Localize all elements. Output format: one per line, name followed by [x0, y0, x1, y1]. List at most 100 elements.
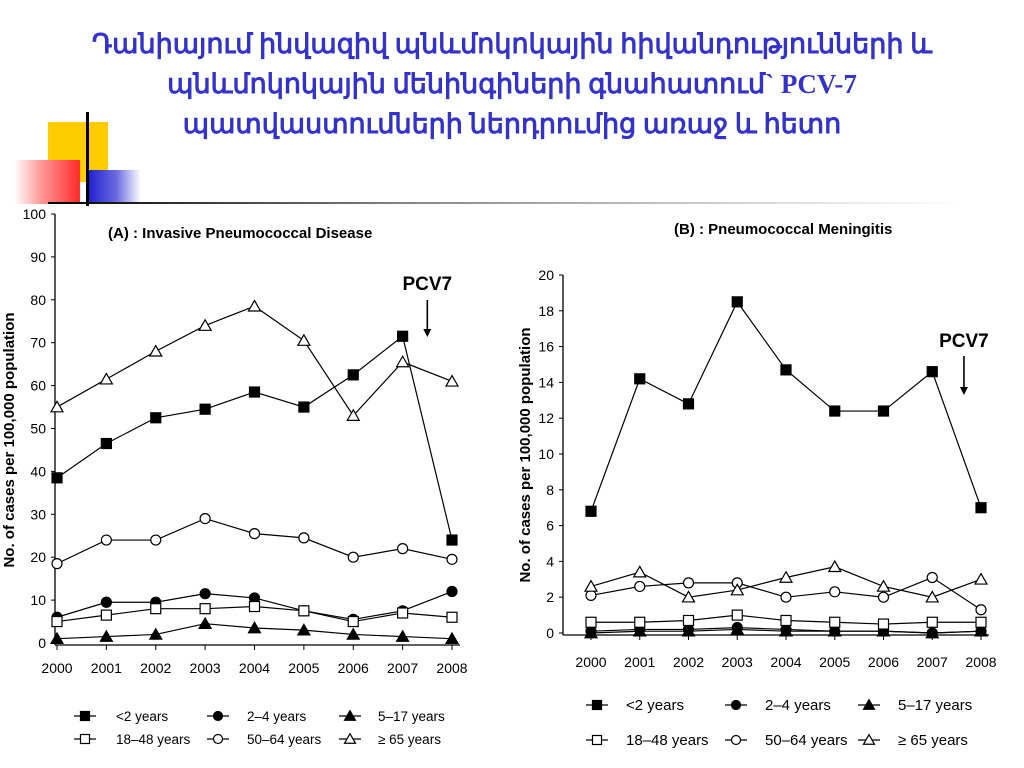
- data-point: [346, 627, 361, 640]
- data-point: [780, 591, 792, 603]
- data-point: [298, 605, 310, 617]
- data-point: [778, 570, 794, 583]
- data-point: [877, 618, 890, 630]
- data-point: [51, 472, 63, 484]
- slide-title: Դանիայում ինվազիվ պնևմոկոկային հիվանդութ…: [20, 24, 1004, 144]
- data-point: [298, 532, 310, 544]
- data-point: [876, 579, 891, 592]
- series-line: [56, 305, 453, 417]
- y-tick-label: 30: [30, 506, 46, 522]
- decor-red-square: [14, 160, 80, 204]
- x-tick-label: 2000: [41, 660, 72, 676]
- data-point: [347, 551, 359, 563]
- data-point: [248, 528, 261, 540]
- data-point: [247, 299, 262, 312]
- data-point: [199, 403, 211, 415]
- x-tick-label: 2003: [722, 654, 753, 670]
- legend-label: 2–4 years: [765, 697, 831, 714]
- pcv7-arrow-head: [959, 387, 968, 395]
- x-tick-label: 2006: [868, 654, 899, 670]
- x-tick-label: 2008: [436, 660, 467, 676]
- data-point: [100, 437, 112, 450]
- data-point: [634, 580, 646, 593]
- data-point: [296, 333, 311, 346]
- legend-marker: [730, 699, 742, 711]
- y-tick-label: 4: [546, 553, 554, 569]
- data-point: [51, 615, 63, 628]
- data-point: [444, 374, 460, 387]
- data-point: [583, 626, 599, 639]
- y-tick-label: 20: [538, 267, 554, 283]
- x-tick-label: 2005: [288, 660, 319, 676]
- data-point: [397, 543, 409, 555]
- legend-label: 5–17 years: [378, 709, 445, 724]
- series-4: [51, 512, 458, 570]
- legend-marker: [730, 734, 742, 746]
- data-point: [975, 502, 987, 514]
- legend-marker: [212, 710, 224, 722]
- y-tick-label: 70: [30, 335, 46, 351]
- data-point: [827, 624, 842, 637]
- data-point: [446, 534, 458, 546]
- legend-marker: [862, 733, 876, 745]
- data-point: [444, 631, 460, 645]
- chart-title: (A) : Invasive Pneumococcal Disease: [108, 225, 372, 242]
- data-point: [682, 614, 695, 627]
- data-point: [347, 615, 359, 628]
- legend: <2 years 2–4 years 5–17 years 18–48 years 50…: [586, 697, 972, 749]
- data-point: [99, 629, 114, 642]
- data-point: [100, 609, 112, 621]
- data-point: [632, 565, 647, 578]
- x-tick-label: 2008: [965, 654, 996, 670]
- data-point: [199, 512, 211, 525]
- y-tick-label: 10: [30, 592, 46, 608]
- x-tick-label: 2005: [819, 654, 850, 670]
- series-line: [56, 335, 453, 541]
- data-point: [925, 626, 940, 639]
- series-0: [585, 296, 987, 517]
- data-point: [199, 603, 211, 615]
- data-point: [682, 577, 695, 589]
- data-point: [926, 571, 938, 584]
- y-tick-label: 60: [30, 378, 46, 394]
- x-tick-label: 2000: [575, 654, 606, 670]
- legend-marker: [862, 698, 876, 710]
- legend-label: 18–48 years: [626, 732, 709, 749]
- series-line: [590, 300, 982, 512]
- legend-label: ≥ 65 years: [378, 732, 441, 747]
- data-point: [585, 505, 597, 517]
- data-point: [829, 405, 841, 417]
- data-point: [51, 558, 63, 570]
- data-point: [298, 401, 310, 413]
- data-point: [730, 622, 745, 635]
- chart-title: (B) : Pneumococcal Meningitis: [674, 221, 892, 238]
- data-point: [975, 604, 987, 616]
- data-point: [829, 616, 841, 628]
- legend-label: 2–4 years: [247, 709, 307, 724]
- legend-label: 5–17 years: [898, 697, 972, 714]
- data-point: [150, 603, 162, 615]
- chart-b: 0 2 4 6 8 10 12 14 16 18 20 2000 2001 2002 2003 2004 200…: [517, 221, 997, 670]
- y-axis-label: No. of cases per 100,000 population: [517, 327, 534, 582]
- series-line: [56, 517, 453, 565]
- data-point: [730, 583, 745, 596]
- series-0: [51, 330, 458, 546]
- legend-marker: [79, 733, 91, 745]
- legend-marker: [343, 732, 357, 744]
- x-tick-label: 2003: [190, 660, 221, 676]
- y-tick-label: 40: [30, 463, 46, 479]
- y-tick-label: 20: [30, 549, 46, 565]
- legend-marker: [79, 710, 91, 722]
- legend-marker: [591, 699, 603, 711]
- data-point: [346, 408, 361, 421]
- data-point: [926, 366, 938, 378]
- data-point: [395, 355, 410, 368]
- y-tick-label: 50: [30, 421, 46, 437]
- decor-blue-square: [86, 170, 141, 204]
- legend: <2 years 2–4 years 5–17 years 18–48 years 50…: [74, 709, 445, 747]
- y-tick-label: 18: [538, 303, 554, 319]
- series-3: [51, 600, 458, 628]
- data-point: [49, 400, 65, 413]
- x-tick-label: 2001: [91, 660, 122, 676]
- data-point: [585, 616, 597, 628]
